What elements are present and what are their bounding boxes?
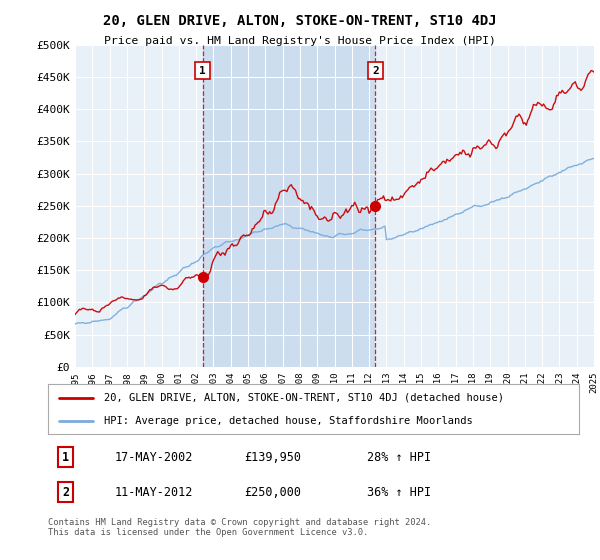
Text: £250,000: £250,000 [244,486,301,498]
Text: 36% ↑ HPI: 36% ↑ HPI [367,486,431,498]
Text: 1: 1 [199,66,206,76]
Text: HPI: Average price, detached house, Staffordshire Moorlands: HPI: Average price, detached house, Staf… [104,417,473,426]
Text: 28% ↑ HPI: 28% ↑ HPI [367,451,431,464]
Text: 2: 2 [372,66,379,76]
Text: 1: 1 [62,451,69,464]
Text: 20, GLEN DRIVE, ALTON, STOKE-ON-TRENT, ST10 4DJ: 20, GLEN DRIVE, ALTON, STOKE-ON-TRENT, S… [103,14,497,28]
Text: 20, GLEN DRIVE, ALTON, STOKE-ON-TRENT, ST10 4DJ (detached house): 20, GLEN DRIVE, ALTON, STOKE-ON-TRENT, S… [104,393,504,403]
Text: Contains HM Land Registry data © Crown copyright and database right 2024.
This d: Contains HM Land Registry data © Crown c… [48,518,431,538]
Text: £139,950: £139,950 [244,451,301,464]
Text: 17-MAY-2002: 17-MAY-2002 [115,451,193,464]
Text: Price paid vs. HM Land Registry's House Price Index (HPI): Price paid vs. HM Land Registry's House … [104,36,496,46]
Text: 11-MAY-2012: 11-MAY-2012 [115,486,193,498]
Bar [203,45,376,367]
Text: 2: 2 [62,486,69,498]
